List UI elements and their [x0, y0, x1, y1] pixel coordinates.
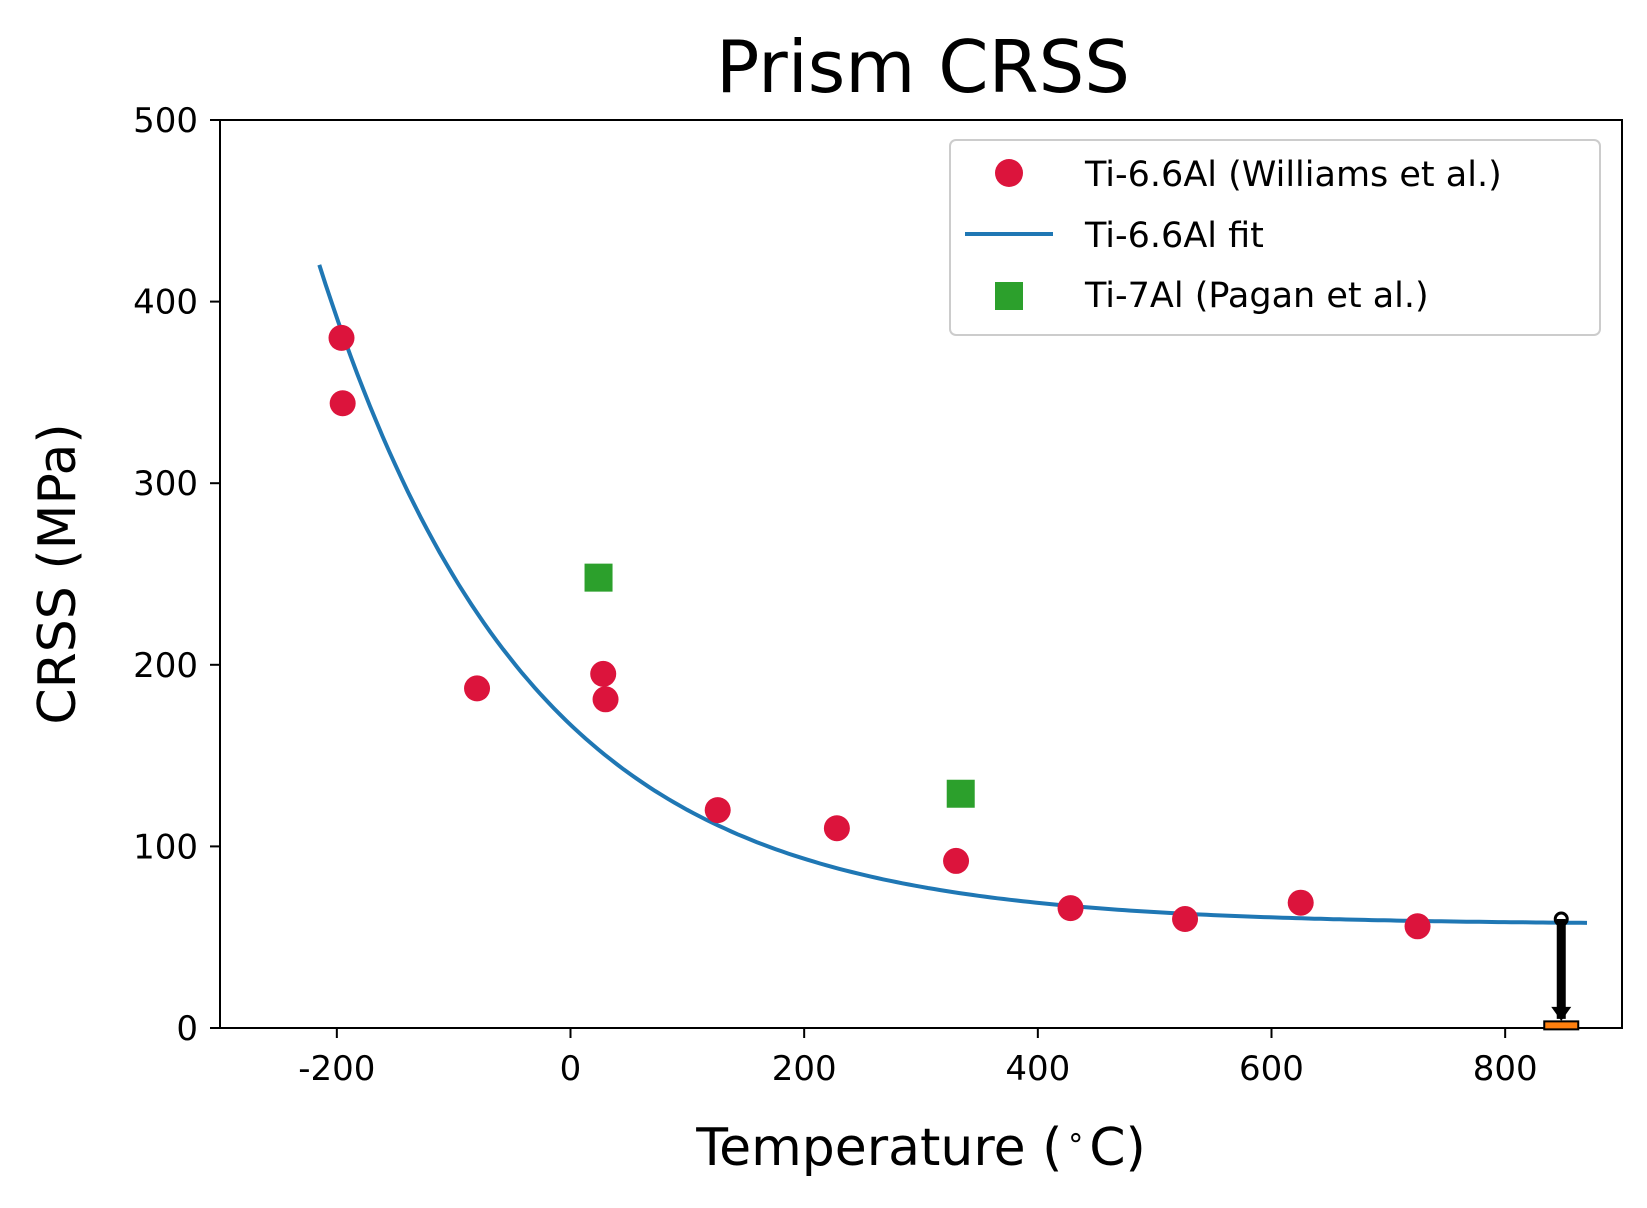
- legend-marker-pagan: [995, 282, 1023, 310]
- x-axis-title-prefix: Temperature (: [695, 1118, 1062, 1178]
- x-tick-label: 800: [1473, 1049, 1538, 1089]
- y-tick-label: 300: [133, 464, 198, 504]
- y-tick-label: 0: [176, 1009, 198, 1049]
- x-axis-ticks: -200 0 200 400 600 800: [298, 1028, 1538, 1089]
- williams-point: [1172, 906, 1199, 933]
- x-axis-title: Temperature (∘C): [695, 1118, 1146, 1178]
- pagan-point: [946, 779, 975, 808]
- williams-point: [590, 660, 617, 687]
- x-tick-label: -200: [298, 1049, 375, 1089]
- y-axis-title: CRSS (MPa): [28, 423, 88, 724]
- legend-label-pagan: Ti-7Al (Pagan et al.): [1084, 276, 1429, 316]
- fit-line: [317, 264, 1588, 925]
- y-tick-label: 100: [133, 827, 198, 867]
- y-tick-label: 500: [133, 101, 198, 141]
- williams-point: [1057, 895, 1084, 922]
- williams-point: [704, 797, 731, 824]
- legend-label-fit: Ti-6.6Al fit: [1084, 216, 1264, 256]
- legend-label-williams: Ti-6.6Al (Williams et al.): [1084, 155, 1502, 195]
- upper-limit-arrow-cap: [1553, 911, 1569, 927]
- series-layer: [317, 264, 1588, 1031]
- y-tick-label: 200: [133, 646, 198, 686]
- x-tick-label: 0: [560, 1049, 582, 1089]
- y-tick-label: 400: [133, 283, 198, 323]
- y-axis-ticks: 0 100 200 300 400 500: [133, 101, 220, 1049]
- x-tick-label: 200: [772, 1049, 837, 1089]
- pagan-point: [584, 563, 613, 592]
- williams-point: [1287, 889, 1314, 916]
- chart-title: Prism CRSS: [716, 25, 1130, 109]
- x-axis-title-suffix: C): [1089, 1118, 1146, 1178]
- williams-point: [1404, 913, 1431, 940]
- williams-point: [823, 815, 850, 842]
- williams-point: [328, 324, 355, 351]
- x-tick-label: 400: [1005, 1049, 1070, 1089]
- williams-point: [464, 675, 491, 702]
- degree-symbol: ∘: [1066, 1120, 1085, 1155]
- upper-limit-arrow-head: [1551, 1006, 1572, 1021]
- williams-point: [329, 390, 356, 417]
- plot-area: -200 0 200 400 600 800 0 100 200 300 400 500: [133, 101, 1623, 1089]
- williams-point: [592, 686, 619, 713]
- plot-frame: [219, 119, 1623, 1029]
- williams-point: [943, 847, 970, 874]
- x-tick-label: 600: [1239, 1049, 1304, 1089]
- legend: Ti-6.6Al (Williams et al.) Ti-6.6Al fit …: [949, 139, 1601, 336]
- legend-marker-williams: [995, 159, 1023, 187]
- orange-base-marker: [1543, 1020, 1580, 1031]
- legend-box: [949, 139, 1601, 336]
